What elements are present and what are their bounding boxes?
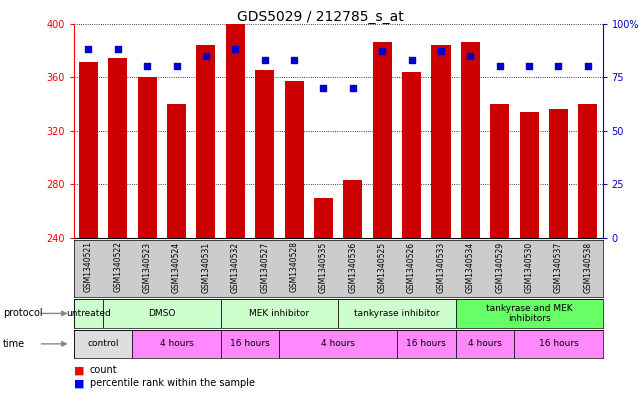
Text: tankyrase inhibitor: tankyrase inhibitor: [354, 309, 440, 318]
Point: [113, 46, 123, 52]
Bar: [226, 24, 245, 238]
Bar: [461, 42, 480, 238]
Point: [319, 84, 329, 91]
Bar: [285, 81, 304, 238]
Bar: [74, 330, 133, 358]
Text: 16 hours: 16 hours: [230, 340, 270, 348]
Text: percentile rank within the sample: percentile rank within the sample: [90, 378, 254, 388]
Bar: [338, 299, 456, 328]
Text: GSM1340534: GSM1340534: [466, 241, 475, 293]
Text: untreated: untreated: [66, 309, 111, 318]
Point: [495, 63, 505, 70]
Point: [142, 63, 153, 70]
Bar: [255, 70, 274, 238]
Text: GSM1340529: GSM1340529: [495, 241, 504, 292]
Bar: [520, 112, 538, 238]
Text: GSM1340536: GSM1340536: [348, 241, 357, 293]
Point: [230, 46, 240, 52]
Bar: [344, 180, 362, 238]
Point: [260, 57, 270, 63]
Bar: [490, 104, 509, 238]
Point: [583, 63, 593, 70]
Text: GSM1340521: GSM1340521: [84, 241, 93, 292]
Bar: [221, 330, 279, 358]
Bar: [221, 299, 338, 328]
Bar: [578, 104, 597, 238]
Text: MEK inhibitor: MEK inhibitor: [249, 309, 310, 318]
Text: GSM1340533: GSM1340533: [437, 241, 445, 293]
Bar: [402, 72, 421, 238]
Bar: [103, 299, 221, 328]
Text: 4 hours: 4 hours: [468, 340, 502, 348]
Text: 16 hours: 16 hours: [406, 340, 446, 348]
Point: [436, 48, 446, 55]
Text: ■: ■: [74, 378, 84, 388]
Bar: [167, 104, 186, 238]
Bar: [514, 330, 603, 358]
Text: GSM1340530: GSM1340530: [524, 241, 533, 293]
Text: GSM1340526: GSM1340526: [407, 241, 416, 292]
Text: GSM1340535: GSM1340535: [319, 241, 328, 293]
Point: [347, 84, 358, 91]
Text: GSM1340538: GSM1340538: [583, 241, 592, 292]
Bar: [279, 330, 397, 358]
Text: protocol: protocol: [3, 309, 43, 318]
Bar: [133, 330, 221, 358]
Bar: [314, 198, 333, 238]
Text: GSM1340537: GSM1340537: [554, 241, 563, 293]
Text: GSM1340525: GSM1340525: [378, 241, 387, 292]
Bar: [456, 299, 603, 328]
Text: 16 hours: 16 hours: [538, 340, 578, 348]
Bar: [74, 299, 103, 328]
Bar: [549, 109, 568, 238]
Text: control: control: [87, 340, 119, 348]
Bar: [431, 45, 451, 238]
Point: [524, 63, 534, 70]
Point: [289, 57, 299, 63]
Text: GSM1340524: GSM1340524: [172, 241, 181, 292]
Bar: [79, 62, 98, 238]
Text: GSM1340527: GSM1340527: [260, 241, 269, 292]
Bar: [108, 59, 128, 238]
Point: [406, 57, 417, 63]
Text: count: count: [90, 365, 117, 375]
Text: DMSO: DMSO: [148, 309, 176, 318]
Text: GSM1340528: GSM1340528: [290, 241, 299, 292]
Point: [83, 46, 94, 52]
Text: ■: ■: [74, 365, 84, 375]
Point: [553, 63, 563, 70]
Text: GDS5029 / 212785_s_at: GDS5029 / 212785_s_at: [237, 10, 404, 24]
Text: GSM1340523: GSM1340523: [143, 241, 152, 292]
Text: GSM1340531: GSM1340531: [201, 241, 210, 292]
Text: tankyrase and MEK
inhibitors: tankyrase and MEK inhibitors: [486, 304, 572, 323]
Bar: [196, 45, 215, 238]
Point: [465, 53, 476, 59]
Bar: [397, 330, 456, 358]
Bar: [372, 42, 392, 238]
Text: time: time: [3, 339, 26, 349]
Bar: [456, 330, 514, 358]
Text: 4 hours: 4 hours: [160, 340, 194, 348]
Point: [171, 63, 181, 70]
Point: [377, 48, 387, 55]
Text: GSM1340532: GSM1340532: [231, 241, 240, 292]
Point: [201, 53, 211, 59]
Text: GSM1340522: GSM1340522: [113, 241, 122, 292]
Text: 4 hours: 4 hours: [321, 340, 355, 348]
Bar: [138, 77, 156, 238]
